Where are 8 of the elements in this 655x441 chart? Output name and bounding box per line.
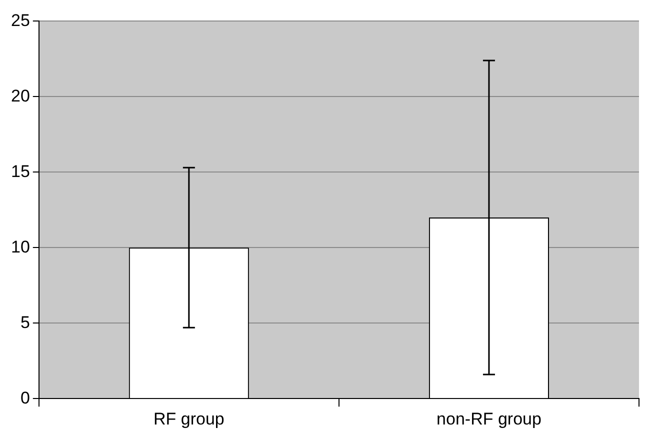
y-tick-label: 20: [10, 86, 30, 106]
x-tick-label: RF group: [153, 409, 224, 428]
x-tick-label: non-RF group: [436, 409, 542, 428]
y-tick-label: 15: [10, 162, 30, 181]
y-tick-label: 25: [10, 10, 30, 30]
y-tick-label: 5: [20, 312, 30, 332]
y-tick-label: 10: [10, 237, 30, 256]
y-tick-label: 0: [20, 388, 30, 408]
